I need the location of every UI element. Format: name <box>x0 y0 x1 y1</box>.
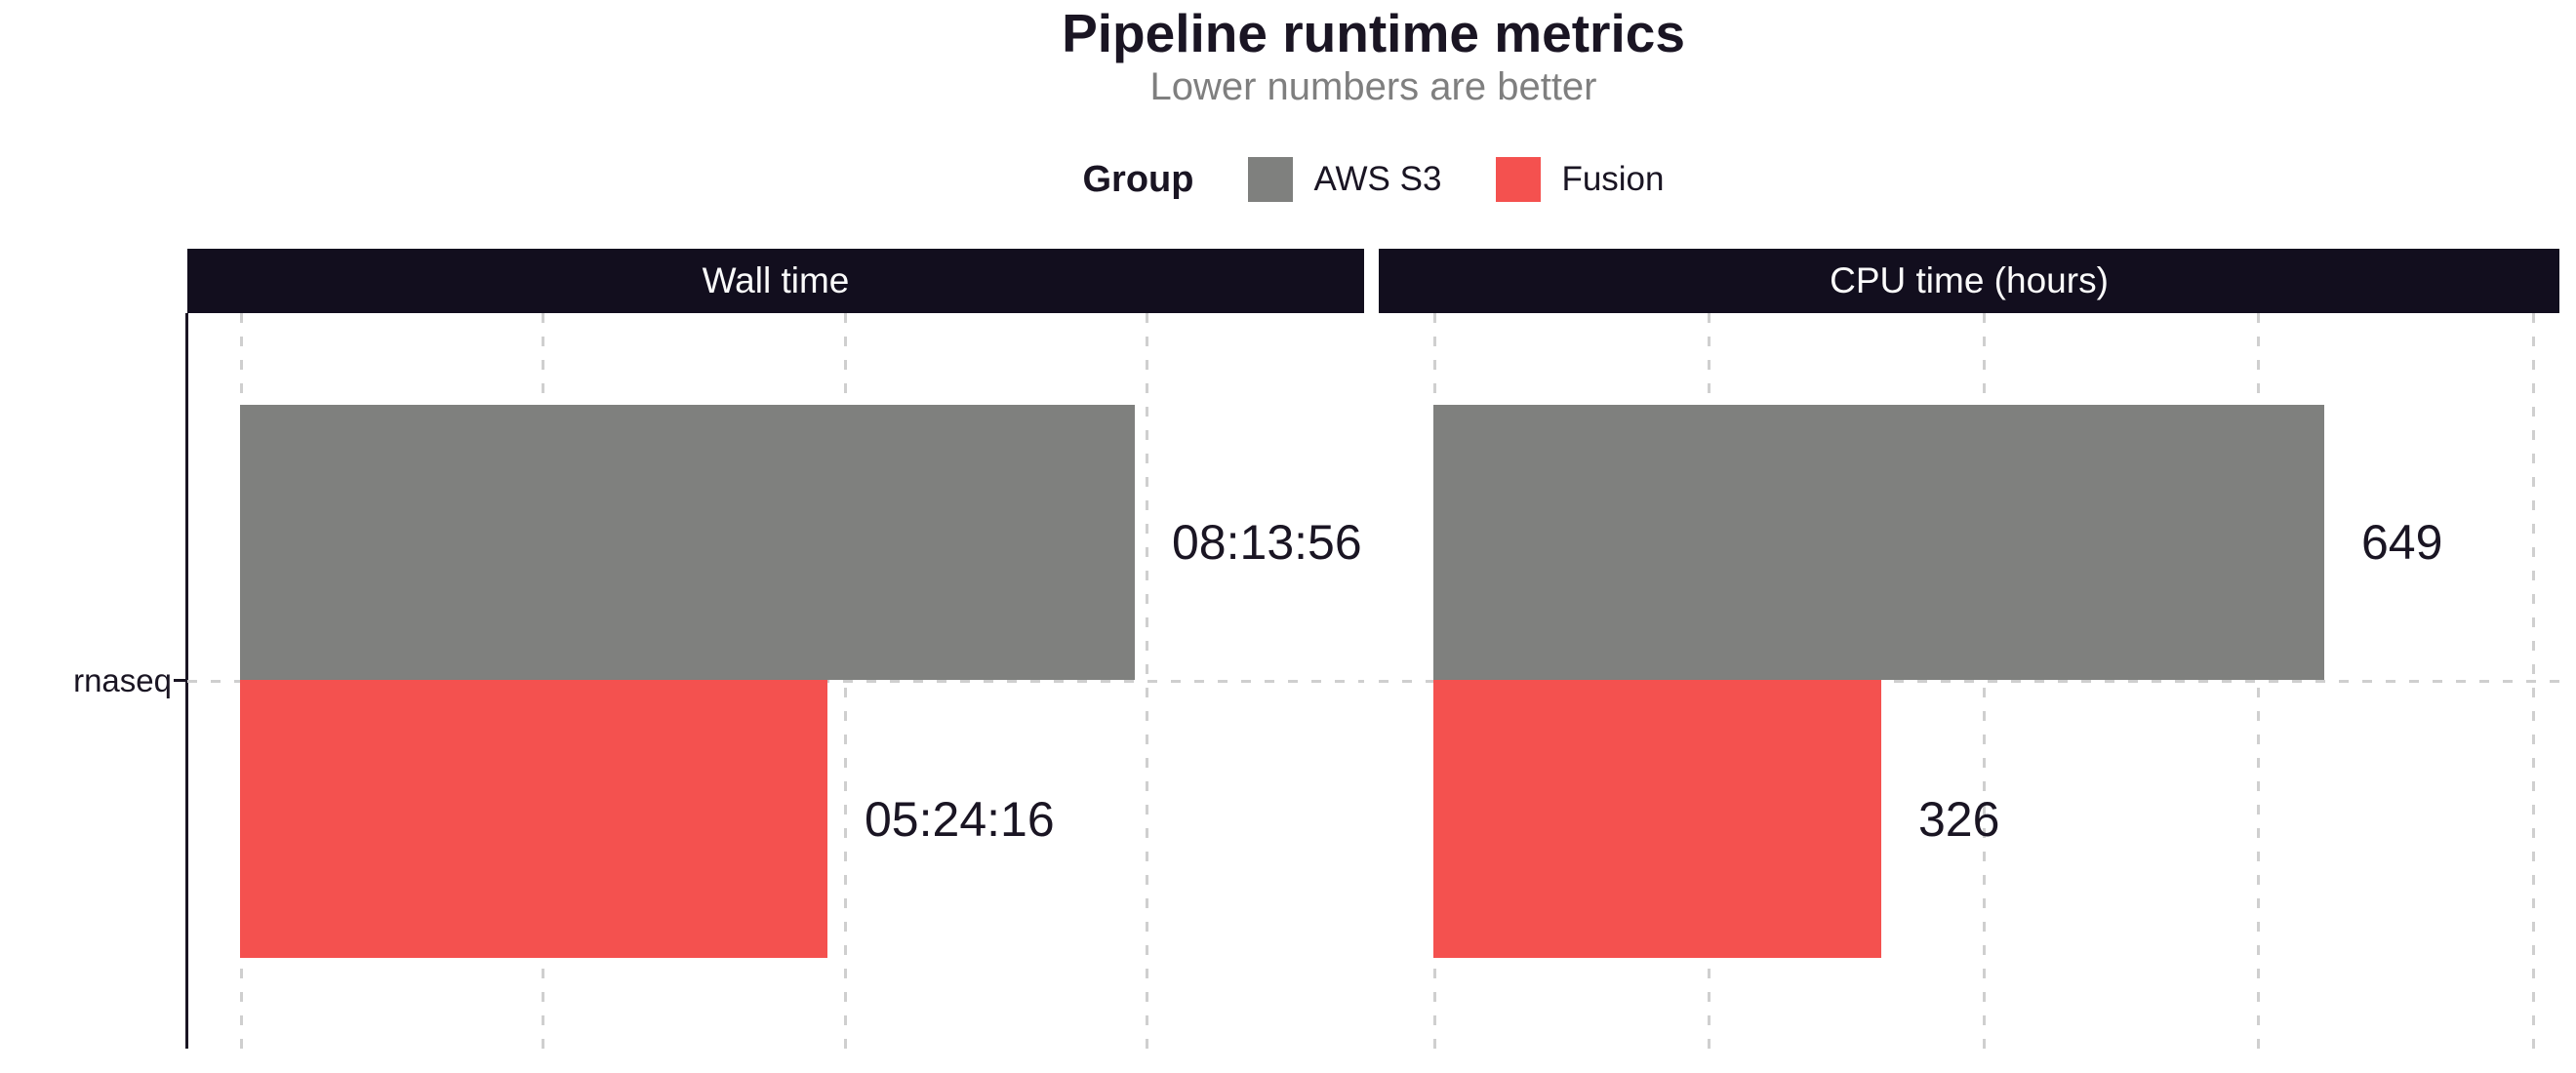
facet-strip-label: Wall time <box>702 260 850 300</box>
legend-swatch <box>1248 157 1294 202</box>
legend-swatch <box>1496 157 1542 202</box>
legend-title: Group <box>1082 158 1194 200</box>
facet-strip: Wall time <box>187 249 1364 313</box>
y-axis-category-label: rnaseq <box>73 662 172 698</box>
chart-title: Pipeline runtime metrics <box>1062 3 1685 63</box>
bar <box>1433 680 1881 958</box>
bar <box>1433 405 2324 680</box>
panel: 649 326 <box>1379 313 2559 1049</box>
legend: Group AWS S3 Fusion <box>187 152 2559 207</box>
legend-item: AWS S3 <box>1248 157 1441 202</box>
legend-label: AWS S3 <box>1313 160 1442 198</box>
y-axis-line <box>185 313 188 1049</box>
legend-label: Fusion <box>1561 160 1665 198</box>
facet-strip-label: CPU time (hours) <box>1830 260 2109 300</box>
bar <box>240 680 827 958</box>
legend-item: Fusion <box>1496 157 1665 202</box>
panel: 08:13:56 05:24:16 <box>187 313 1364 1049</box>
bar-value-label: 649 <box>2361 515 2443 570</box>
bar-value-label: 08:13:56 <box>1172 515 1362 570</box>
chart-subtitle: Lower numbers are better <box>1149 65 1597 108</box>
facet-strip: CPU time (hours) <box>1379 249 2559 313</box>
bar <box>240 405 1135 680</box>
horizontal-gridline <box>1379 680 2559 683</box>
bar-value-label: 05:24:16 <box>865 792 1055 847</box>
bar-value-label: 326 <box>1918 792 2000 847</box>
y-axis-tick <box>174 679 186 682</box>
